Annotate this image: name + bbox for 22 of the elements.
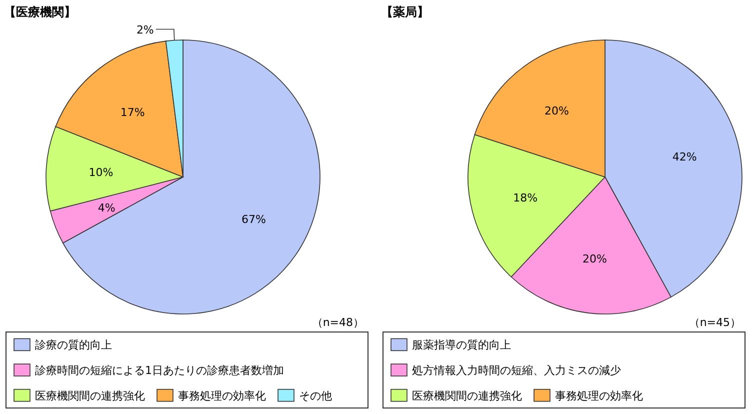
text: （n=48） <box>312 316 364 329</box>
legend-label: 診療時間の短縮による1日あたりの診療患者数増加 <box>35 364 284 377</box>
data-label: 2% <box>136 23 154 36</box>
chart-title: 【薬局】 <box>381 5 429 19</box>
legend-label: 診療の質的向上 <box>35 338 112 352</box>
legend-label: 服薬指導の質的向上 <box>412 338 511 352</box>
legend-label: 医療機関間の連携強化 <box>35 389 145 402</box>
legend-label: 事務処理の効率化 <box>178 389 266 402</box>
legend-label: 処方情報入力時間の短縮、入力ミスの減少 <box>412 364 621 377</box>
legend-label: 事務処理の効率化 <box>555 389 643 402</box>
legend-label: 医療機関間の連携強化 <box>412 389 522 402</box>
data-label: 4% <box>98 201 116 214</box>
data-label: 42% <box>672 150 697 164</box>
data-label: 67% <box>242 212 266 226</box>
chart-title: 【医療機関】 <box>4 5 76 19</box>
data-label: 20% <box>582 252 607 266</box>
data-label: 20% <box>544 104 569 118</box>
data-label: 10% <box>88 166 114 179</box>
data-label: 17% <box>120 106 145 120</box>
legend-label: その他 <box>299 389 332 402</box>
data-label: 18% <box>513 191 538 204</box>
text: （n=45） <box>688 316 741 329</box>
